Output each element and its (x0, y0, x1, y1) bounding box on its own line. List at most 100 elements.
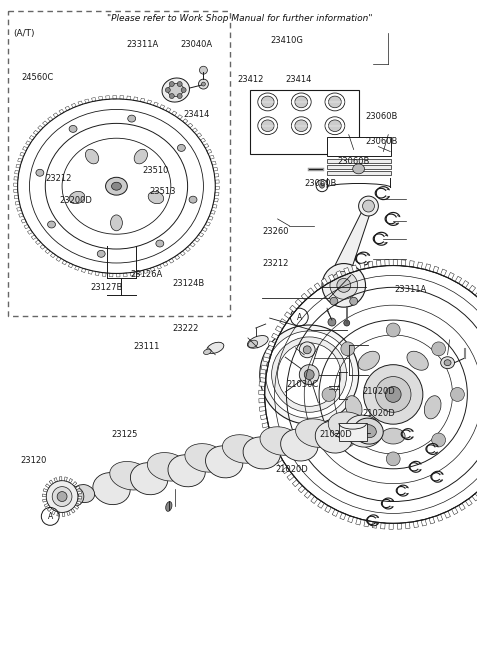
Polygon shape (472, 494, 479, 501)
Circle shape (432, 433, 445, 447)
Text: 21020D: 21020D (320, 430, 352, 439)
Circle shape (46, 481, 78, 512)
Circle shape (177, 81, 182, 86)
Polygon shape (212, 204, 217, 208)
Ellipse shape (328, 412, 369, 440)
Ellipse shape (48, 221, 56, 228)
Polygon shape (437, 514, 443, 521)
Polygon shape (185, 247, 191, 252)
Polygon shape (14, 189, 18, 193)
Text: 23513: 23513 (150, 187, 176, 196)
Polygon shape (147, 100, 152, 104)
Text: (A/T): (A/T) (13, 29, 35, 38)
Polygon shape (260, 373, 266, 379)
Polygon shape (328, 274, 335, 282)
Polygon shape (335, 206, 372, 265)
Polygon shape (289, 305, 297, 312)
Text: 23111: 23111 (133, 343, 160, 352)
Polygon shape (24, 225, 29, 229)
Polygon shape (14, 195, 19, 199)
Polygon shape (160, 105, 165, 109)
Polygon shape (301, 293, 308, 301)
Polygon shape (190, 242, 195, 247)
Ellipse shape (207, 343, 224, 354)
Ellipse shape (205, 446, 243, 478)
Polygon shape (102, 272, 106, 276)
Polygon shape (43, 489, 48, 492)
Polygon shape (304, 491, 312, 498)
Polygon shape (188, 123, 193, 128)
Polygon shape (18, 158, 23, 162)
Circle shape (52, 487, 72, 506)
Polygon shape (88, 270, 93, 274)
Circle shape (199, 79, 208, 89)
Polygon shape (340, 513, 346, 520)
Polygon shape (196, 133, 202, 138)
Text: 24560C: 24560C (22, 73, 54, 82)
Polygon shape (209, 155, 214, 159)
Polygon shape (48, 507, 52, 512)
Polygon shape (292, 479, 300, 487)
Ellipse shape (354, 418, 383, 444)
Text: 23127B: 23127B (91, 283, 123, 291)
Ellipse shape (441, 357, 455, 369)
Polygon shape (210, 210, 215, 214)
Polygon shape (205, 221, 210, 226)
Circle shape (386, 452, 400, 466)
Circle shape (260, 325, 359, 424)
Text: 23120: 23120 (21, 456, 47, 465)
Circle shape (350, 297, 358, 305)
Polygon shape (215, 193, 219, 196)
Polygon shape (263, 357, 270, 362)
Circle shape (363, 365, 423, 424)
Circle shape (341, 433, 355, 447)
Text: 23311A: 23311A (394, 286, 426, 294)
Polygon shape (285, 312, 292, 319)
Polygon shape (166, 107, 171, 112)
Circle shape (451, 388, 464, 402)
Ellipse shape (168, 83, 183, 96)
Polygon shape (140, 98, 145, 102)
Ellipse shape (204, 349, 211, 354)
Circle shape (277, 343, 341, 406)
Polygon shape (92, 98, 96, 102)
Polygon shape (207, 149, 212, 153)
Polygon shape (33, 130, 38, 135)
Circle shape (57, 492, 67, 502)
Polygon shape (318, 501, 324, 508)
Ellipse shape (295, 120, 308, 132)
Polygon shape (137, 271, 141, 275)
Circle shape (64, 487, 84, 506)
Text: 23410G: 23410G (271, 36, 304, 45)
Polygon shape (77, 501, 81, 504)
Polygon shape (192, 128, 197, 132)
Circle shape (322, 263, 366, 307)
Ellipse shape (110, 462, 151, 490)
Text: 21020D: 21020D (362, 386, 395, 396)
Polygon shape (154, 102, 158, 107)
Polygon shape (344, 267, 349, 274)
Polygon shape (49, 480, 53, 485)
Text: 23060B: 23060B (304, 179, 336, 188)
Polygon shape (74, 505, 79, 510)
Polygon shape (444, 511, 450, 518)
Polygon shape (17, 208, 22, 211)
Polygon shape (282, 467, 289, 474)
Polygon shape (215, 186, 219, 189)
Ellipse shape (296, 419, 336, 447)
Polygon shape (106, 96, 109, 100)
Polygon shape (267, 438, 274, 444)
Circle shape (359, 196, 378, 216)
Circle shape (169, 81, 174, 86)
Polygon shape (72, 481, 77, 486)
Ellipse shape (444, 360, 451, 365)
Polygon shape (272, 333, 279, 339)
Text: A: A (48, 512, 53, 521)
Polygon shape (376, 260, 381, 267)
Ellipse shape (73, 485, 95, 502)
Polygon shape (150, 267, 155, 271)
Ellipse shape (381, 428, 405, 444)
Circle shape (266, 331, 353, 419)
Ellipse shape (128, 115, 136, 122)
Polygon shape (259, 390, 265, 394)
